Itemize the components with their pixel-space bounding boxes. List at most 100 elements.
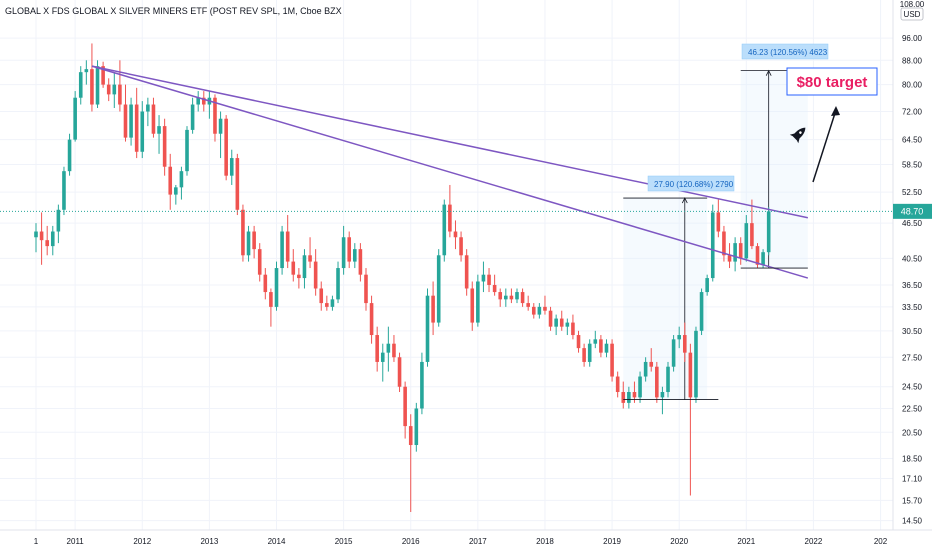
candle-body-124 [727,255,732,262]
candle-body-35 [229,158,234,176]
candle-body-42 [269,292,273,307]
candle-body-24 [168,166,173,195]
candle-body-67 [408,426,413,446]
price-tick-8: 40.50 [902,254,923,263]
price-tick-top: 108.00 [900,0,925,9]
candle-body-49 [308,255,312,262]
candle-body-93 [554,318,558,327]
candle-body-108 [638,376,642,398]
price-tick-10: 33.50 [902,303,923,312]
target-label: $80 target [797,74,868,91]
candle-body-100 [593,339,598,344]
candle-body-52 [325,303,329,307]
plot-area[interactable] [0,0,893,530]
candle-body-127 [744,223,749,259]
candle-body-98 [582,348,586,362]
candle-body-63 [386,343,391,353]
candle-body-109 [643,361,648,377]
price-tick-12: 27.50 [902,353,923,362]
candle-body-90 [537,306,542,315]
candle-body-21 [151,104,156,134]
candle-body-28 [190,104,195,130]
candle-body-13 [106,84,111,95]
candle-body-14 [112,84,117,95]
candle-body-81 [487,274,491,285]
price-tick-11: 30.50 [902,327,923,336]
price-tick-0: 96.00 [902,34,923,43]
time-tick-6: 2016 [402,537,420,546]
currency-badge[interactable]: USD [900,7,924,21]
candle-body-79 [476,281,480,323]
price-tick-17: 17.10 [902,475,923,484]
candle-body-53 [330,299,335,307]
candle-body-18 [134,104,139,152]
candle-body-19 [140,111,145,152]
candle-body-105 [621,392,626,403]
candle-body-33 [218,118,223,134]
time-axis-labels: 1 2011 2012 2013 2014 2015 2016 2017 2018 2019 202… [34,537,888,546]
candle-body-66 [403,386,407,427]
candlestick-series [34,43,771,513]
candle-body-115 [677,335,681,340]
candle-body-58 [358,249,363,275]
candle-body-95 [565,322,570,327]
candle-body-64 [392,343,396,358]
price-axis[interactable] [893,0,932,530]
candle-body-54 [336,268,340,300]
candle-body-62 [380,352,385,362]
target-annotation[interactable]: $80 target [786,67,878,96]
candle-body-27 [185,129,189,172]
candle-body-12 [101,66,105,85]
last-price-tag: 48.70 [893,203,932,219]
candle-body-82 [492,284,497,293]
drawings [91,65,809,400]
candle-body-121 [710,212,715,279]
chart-title: GLOBAL X FDS GLOBAL X SILVER MINERS ETF … [5,6,342,16]
candle-body-118 [694,330,698,398]
target-arrow [812,106,840,183]
candle-body-103 [610,343,614,377]
candle-body-30 [201,97,206,105]
time-tick-9: 2019 [603,537,621,546]
time-tick-13: 202 [874,537,888,546]
price-tick-4: 64.50 [902,136,923,145]
candle-body-40 [257,249,262,275]
measure-label-2020: 27.90 (120.68%) 2790 [647,175,735,192]
trendline-1 [91,65,809,279]
candle-body-83 [498,292,503,300]
candle-body-43 [274,268,279,307]
candle-body-106 [627,392,631,403]
candle-body-71 [431,295,435,323]
candle-body-26 [179,171,184,188]
time-tick-8: 2018 [536,537,554,546]
price-tick-3: 72.00 [902,108,923,117]
candle-body-110 [649,361,654,367]
time-tick-11: 2021 [737,537,755,546]
candle-body-25 [174,187,178,195]
candle-body-97 [576,335,581,349]
price-tick-13: 24.50 [902,383,923,392]
candle-body-39 [252,231,256,250]
candle-body-55 [341,237,346,269]
candle-body-10 [90,69,94,105]
candle-body-29 [196,97,200,105]
time-tick-4: 2014 [268,537,286,546]
candle-body-41 [263,274,268,293]
candle-body-50 [313,261,318,289]
price-tick-6: 52.50 [902,188,923,197]
price-tick-15: 20.50 [902,428,923,437]
time-axis[interactable] [0,530,932,550]
candle-body-122 [716,212,721,232]
candle-body-8 [78,72,83,98]
candle-body-61 [375,335,379,362]
candle-body-107 [632,392,637,398]
measure-tools [623,69,808,400]
candle-body-119 [699,292,704,331]
time-tick-1: 2011 [67,537,85,546]
candle-body-131 [766,211,771,253]
measure-label-2020-text: 27.90 (120.68%) 2790 [654,180,734,189]
candle-body-117 [688,352,693,398]
candle-body-88 [526,303,530,307]
candle-body-4 [56,209,61,232]
